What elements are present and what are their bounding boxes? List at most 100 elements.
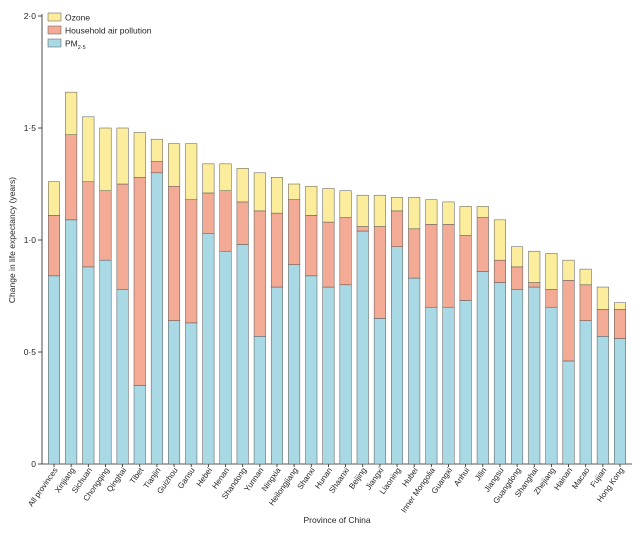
bar-segment-household	[253, 210, 266, 337]
bar-segment-household	[150, 161, 163, 174]
bar-segment-household	[373, 226, 386, 319]
bar-segment-pm25	[288, 264, 301, 465]
bar-segment-household	[116, 183, 129, 290]
bar-segment-ozone	[596, 286, 609, 310]
bar-segment-household	[425, 224, 438, 308]
bar-segment-pm25	[48, 275, 60, 465]
bar-segment-household	[442, 224, 455, 308]
bar-segment-pm25	[391, 246, 404, 465]
bar-segment-ozone	[150, 138, 163, 162]
bar-segment-household	[185, 199, 198, 324]
y-axis-title: Change in life expectancy (years)	[7, 177, 17, 303]
legend-label: Ozone	[65, 13, 90, 23]
bar-segment-household	[476, 217, 489, 272]
bar-segment-ozone	[356, 194, 369, 227]
y-tick-label: 2·0	[24, 11, 37, 21]
bar-segment-ozone	[493, 219, 506, 261]
bar-segment-household	[562, 280, 575, 362]
bar-segment-ozone	[48, 181, 60, 216]
bar-segment-household	[339, 217, 352, 286]
x-axis-title: Province of China	[303, 515, 370, 525]
x-tick-label: Anhui	[452, 466, 471, 488]
bar-segment-ozone	[459, 206, 472, 236]
bar-segment-household	[391, 210, 404, 247]
x-tick-label: Macao	[570, 466, 591, 491]
bar-segment-household	[65, 134, 78, 221]
bar-segment-pm25	[442, 306, 455, 465]
bar-segment-ozone	[391, 197, 404, 212]
bar-segment-household	[168, 185, 181, 321]
bar-segment-pm25	[425, 306, 438, 465]
bar-segment-pm25	[339, 284, 352, 465]
legend-swatch	[47, 25, 62, 35]
bar-segment-pm25	[493, 282, 506, 465]
bar-segment-pm25	[408, 277, 421, 465]
bar-segment-pm25	[219, 250, 232, 465]
legend-swatch	[47, 12, 62, 22]
bar-segment-household	[596, 309, 609, 337]
bar-segment-household	[459, 235, 472, 301]
bar-segment-pm25	[373, 318, 386, 465]
bar-segment-ozone	[476, 206, 489, 218]
bar-segment-ozone	[202, 163, 215, 194]
bar-segment-household	[579, 284, 592, 321]
bar-segment-pm25	[99, 259, 112, 465]
bar-segment-pm25	[528, 286, 541, 465]
bar-segment-ozone	[168, 143, 181, 187]
bar-segment-household	[528, 282, 541, 288]
bar-segment-ozone	[236, 168, 249, 203]
bar-segment-pm25	[596, 336, 609, 465]
bar-segment-ozone	[545, 253, 558, 290]
bar-segment-ozone	[614, 302, 626, 310]
bar-segment-ozone	[579, 268, 592, 286]
bar-segment-ozone	[425, 199, 438, 225]
bar-segment-ozone	[511, 246, 524, 268]
bar-segment-pm25	[116, 289, 129, 465]
bar-segment-pm25	[82, 266, 95, 465]
bar-segment-household	[133, 177, 146, 386]
bar-segment-ozone	[339, 190, 352, 218]
bar-segment-pm25	[562, 360, 575, 465]
legend: Ozone Household air pollution PM2·5	[47, 12, 152, 52]
bar-segment-pm25	[545, 306, 558, 465]
bar-segment-household	[48, 215, 60, 277]
x-tick-label: Jilin	[473, 466, 488, 482]
bar-segment-pm25	[253, 336, 266, 465]
bar-segment-household	[408, 228, 421, 279]
y-tick-label: 1·0	[24, 235, 37, 245]
bar-segment-household	[99, 190, 112, 261]
bar-segment-pm25	[476, 271, 489, 465]
bar-segment-pm25	[168, 320, 181, 465]
bar-segment-household	[82, 181, 95, 268]
bar-segment-pm25	[305, 275, 318, 465]
bar-segment-pm25	[322, 286, 335, 465]
bar-segment-pm25	[133, 385, 146, 465]
bar-segment-household	[305, 215, 318, 277]
bar-segment-household	[545, 289, 558, 308]
bar-segment-ozone	[253, 172, 266, 212]
bar-segment-pm25	[185, 322, 198, 465]
bar-segment-pm25	[236, 244, 249, 465]
bar-segment-pm25	[614, 338, 626, 465]
bar-segment-ozone	[562, 259, 575, 281]
bar-segment-ozone	[322, 188, 335, 223]
bar-segment-ozone	[373, 194, 386, 227]
y-tick-label: 1·5	[24, 123, 37, 133]
bar-segment-household	[219, 190, 232, 252]
bar-segment-household	[322, 221, 335, 288]
bar-segment-pm25	[270, 286, 283, 465]
bar-segment-pm25	[459, 300, 472, 465]
bar-segment-household	[614, 309, 626, 339]
bar-segment-pm25	[150, 172, 163, 465]
bar-segment-pm25	[356, 230, 369, 465]
legend-label: PM2·5	[65, 39, 86, 52]
bar-segment-ozone	[116, 127, 129, 185]
bar-segment-pm25	[511, 289, 524, 465]
x-tick-label: Shanxi	[296, 466, 318, 491]
y-tick-label: 0	[31, 459, 36, 469]
bar-segment-ozone	[408, 197, 421, 230]
legend-swatch	[47, 38, 62, 48]
bar-segment-ozone	[270, 177, 283, 214]
bar-segment-household	[356, 226, 369, 232]
